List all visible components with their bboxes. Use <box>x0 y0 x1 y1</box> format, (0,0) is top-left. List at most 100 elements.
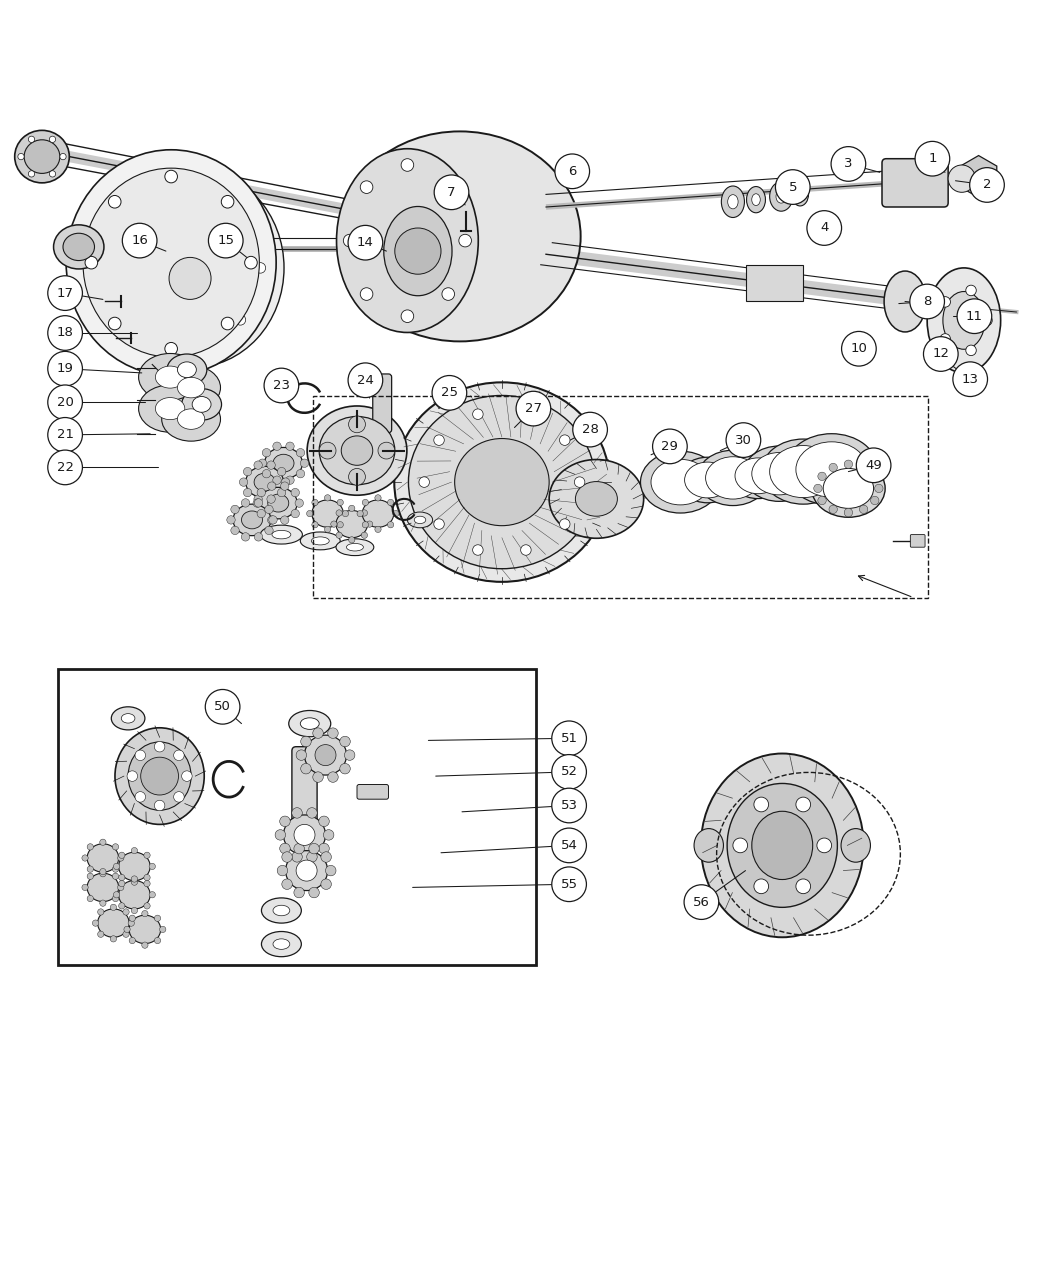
Circle shape <box>326 866 336 876</box>
FancyBboxPatch shape <box>373 374 392 432</box>
Ellipse shape <box>66 149 276 376</box>
Circle shape <box>112 895 119 901</box>
Circle shape <box>173 792 184 802</box>
Circle shape <box>307 807 317 819</box>
Circle shape <box>434 435 444 445</box>
Ellipse shape <box>155 366 185 388</box>
FancyBboxPatch shape <box>292 747 317 829</box>
Ellipse shape <box>139 385 202 432</box>
Ellipse shape <box>792 182 809 207</box>
Circle shape <box>154 801 165 811</box>
Circle shape <box>129 915 135 922</box>
Circle shape <box>275 830 286 840</box>
Ellipse shape <box>15 130 69 182</box>
Circle shape <box>280 482 289 491</box>
Circle shape <box>154 937 161 944</box>
Ellipse shape <box>729 453 788 499</box>
Circle shape <box>818 472 826 481</box>
Ellipse shape <box>273 454 294 472</box>
Circle shape <box>129 937 135 944</box>
Ellipse shape <box>727 783 838 908</box>
Circle shape <box>552 867 587 901</box>
Circle shape <box>395 228 441 274</box>
Circle shape <box>254 499 262 507</box>
Circle shape <box>948 164 975 193</box>
Circle shape <box>47 316 82 351</box>
Circle shape <box>119 263 129 273</box>
Ellipse shape <box>98 909 129 937</box>
Text: 54: 54 <box>561 839 578 852</box>
FancyBboxPatch shape <box>357 784 388 799</box>
Circle shape <box>262 449 271 456</box>
Ellipse shape <box>796 189 804 200</box>
Text: 25: 25 <box>441 386 458 399</box>
Circle shape <box>321 878 332 890</box>
Ellipse shape <box>273 938 290 950</box>
Circle shape <box>296 469 304 478</box>
Ellipse shape <box>678 458 737 502</box>
Circle shape <box>222 195 234 208</box>
Circle shape <box>953 362 988 397</box>
Ellipse shape <box>336 149 479 333</box>
Ellipse shape <box>341 436 373 465</box>
Circle shape <box>122 223 158 258</box>
Circle shape <box>144 881 150 887</box>
Circle shape <box>118 854 124 861</box>
Ellipse shape <box>286 850 328 890</box>
Ellipse shape <box>785 434 878 505</box>
Ellipse shape <box>776 190 786 203</box>
Text: 19: 19 <box>57 362 74 375</box>
Circle shape <box>360 288 373 301</box>
Ellipse shape <box>284 815 326 854</box>
Ellipse shape <box>884 272 926 332</box>
Ellipse shape <box>273 905 290 915</box>
Bar <box>58 669 536 965</box>
Circle shape <box>307 510 313 516</box>
Circle shape <box>187 337 197 347</box>
Circle shape <box>286 476 294 484</box>
Ellipse shape <box>312 500 343 528</box>
Circle shape <box>277 488 286 497</box>
Circle shape <box>401 158 414 171</box>
Circle shape <box>958 298 992 334</box>
Ellipse shape <box>268 495 289 513</box>
Ellipse shape <box>162 397 220 441</box>
Text: 51: 51 <box>561 732 578 745</box>
Circle shape <box>98 931 104 937</box>
Circle shape <box>82 854 88 861</box>
Circle shape <box>300 459 309 468</box>
Ellipse shape <box>300 718 319 729</box>
Ellipse shape <box>155 398 185 419</box>
Circle shape <box>940 297 950 307</box>
Ellipse shape <box>747 186 765 213</box>
Ellipse shape <box>575 482 617 516</box>
Circle shape <box>312 521 318 528</box>
Ellipse shape <box>259 487 297 519</box>
Circle shape <box>362 500 369 506</box>
Ellipse shape <box>319 417 395 484</box>
Circle shape <box>313 728 323 738</box>
Circle shape <box>552 720 587 756</box>
Circle shape <box>87 866 93 872</box>
Circle shape <box>245 256 257 269</box>
Circle shape <box>336 510 342 516</box>
Circle shape <box>239 478 248 486</box>
Ellipse shape <box>119 881 150 909</box>
Circle shape <box>265 505 273 514</box>
Circle shape <box>516 391 550 426</box>
Ellipse shape <box>549 459 644 538</box>
Circle shape <box>47 275 82 310</box>
Circle shape <box>966 346 976 356</box>
Circle shape <box>265 368 299 403</box>
Circle shape <box>268 482 276 491</box>
Ellipse shape <box>87 873 119 901</box>
Circle shape <box>273 442 281 450</box>
Circle shape <box>966 286 976 296</box>
Ellipse shape <box>63 233 94 260</box>
Circle shape <box>244 468 252 476</box>
Circle shape <box>112 866 119 872</box>
Circle shape <box>521 544 531 555</box>
Circle shape <box>348 226 382 260</box>
Circle shape <box>110 904 117 910</box>
Circle shape <box>131 878 138 885</box>
